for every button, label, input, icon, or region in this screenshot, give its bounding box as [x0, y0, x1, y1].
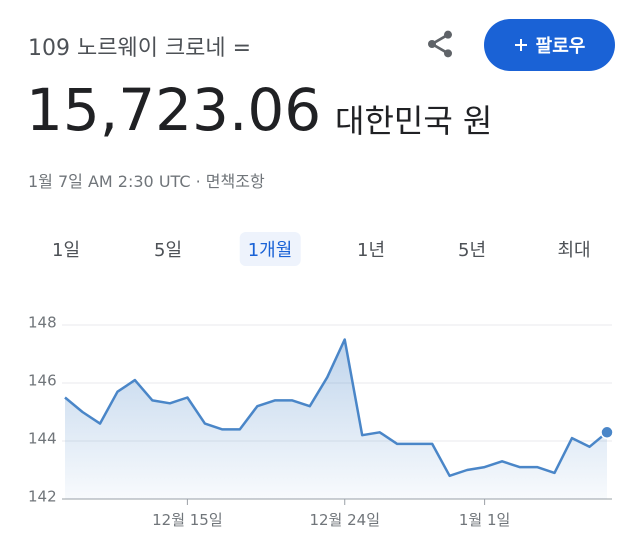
x-tick-label: 12월 15일: [152, 511, 223, 529]
tab[interactable]: 1년: [356, 240, 386, 261]
line: [64, 338, 608, 478]
x-tick-label: 1월 1일: [459, 511, 510, 529]
plus-icon: [514, 39, 527, 51]
y-tick-label: 148: [28, 314, 57, 332]
follow-label: 팔로우: [535, 36, 586, 57]
tab[interactable]: 5년: [457, 240, 487, 261]
tab[interactable]: 최대: [557, 240, 591, 261]
tab[interactable]: 5일: [153, 240, 183, 261]
unit: 대한민국 원: [335, 102, 493, 140]
y-tick-label: 146: [28, 372, 57, 390]
amount: 15,723.06: [26, 76, 322, 144]
tab[interactable]: 1일: [51, 240, 81, 261]
chart: 142 144 146 148 12월 15일 12월 24일 1월 1일: [28, 314, 614, 529]
tab[interactable]: 1개월: [239, 232, 301, 266]
area: [65, 339, 607, 499]
timestamp[interactable]: 1월 7일 AM 2:30 UTC · 면책조항: [28, 172, 265, 191]
share-icon[interactable]: [424, 28, 456, 60]
x-tick-label: 12월 24일: [309, 511, 380, 529]
y-tick-label: 142: [28, 488, 57, 506]
y-tick-label: 144: [28, 430, 57, 448]
last-point: [600, 425, 614, 440]
follow-button[interactable]: 팔로우: [484, 19, 615, 71]
currency-pair: 109 노르웨이 크로네 =: [28, 36, 252, 61]
